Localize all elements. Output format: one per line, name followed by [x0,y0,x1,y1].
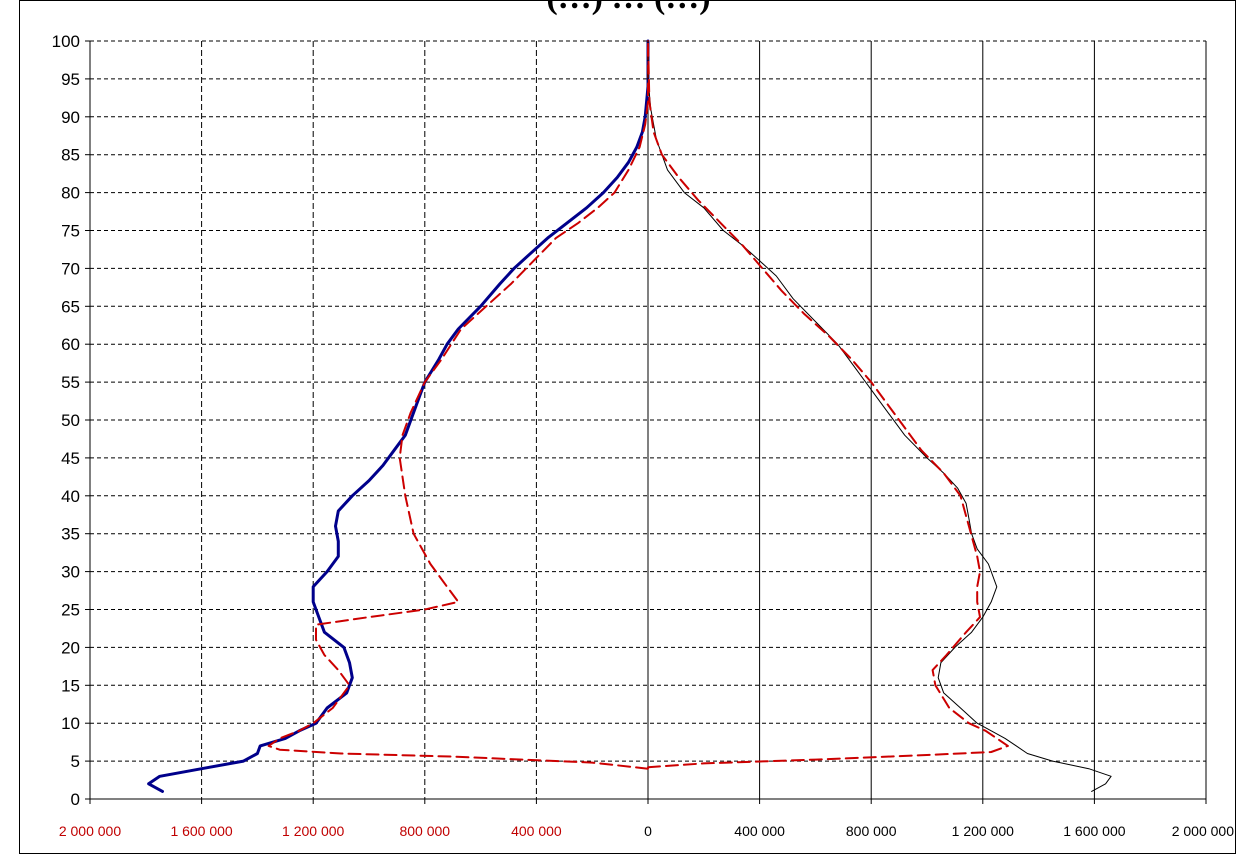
x-tick-label-6: 400 000 [734,823,785,839]
series-line-0 [147,39,650,793]
y-tick-label-20: 20 [61,638,80,657]
y-tick-label-30: 30 [61,563,80,582]
series-line-2 [647,40,1112,792]
y-tick-label-35: 35 [61,525,80,544]
y-tick-label-25: 25 [61,601,80,620]
y-tick-label-70: 70 [61,259,80,278]
x-tick-label-0: 2 000 000 [59,823,121,839]
y-tick-label-100: 100 [52,32,80,51]
y-tick-label-10: 10 [61,714,80,733]
y-tick-label-85: 85 [61,146,80,165]
page-title: (…) … (…) [20,1,1235,17]
y-tick-label-45: 45 [61,449,80,468]
tick-labels: 0 5 10 15 20 25 30 35 40 45 50 55 60 65 70 75 80 85 90 95 10… [52,32,1235,839]
y-tick-label-15: 15 [61,676,80,695]
axis-layer [85,40,1207,804]
y-tick-label-40: 40 [61,487,80,506]
x-tick-label-4: 400 000 [511,823,562,839]
y-tick-label-60: 60 [61,335,80,354]
x-tick-label-10: 2 000 000 [1172,823,1234,839]
series-layer [147,39,1112,793]
x-tick-label-3: 800 000 [399,823,450,839]
chart-frame: (…) … (…) 0 5 10 15 20 25 30 35 40 45 50 55 60 65 70 75… [19,0,1236,854]
x-tick-label-2: 1 200 000 [282,823,344,839]
y-tick-label-5: 5 [71,752,80,771]
grid-layer [90,40,1207,799]
y-tick-label-50: 50 [61,411,80,430]
x-tick-label-9: 1 600 000 [1063,823,1125,839]
series-line-1 [267,40,649,770]
y-tick-label-90: 90 [61,108,80,127]
y-tick-label-0: 0 [71,790,80,809]
y-tick-label-65: 65 [61,297,80,316]
y-tick-label-95: 95 [61,70,80,89]
series-line-3 [647,40,1009,769]
x-tick-label-1: 1 600 000 [170,823,232,839]
y-tick-label-55: 55 [61,373,80,392]
x-tick-label-7: 800 000 [846,823,897,839]
population-pyramid-chart: 0 5 10 15 20 25 30 35 40 45 50 55 60 65 70 75 80 85 90 95 10… [52,32,1235,839]
y-tick-label-80: 80 [61,184,80,203]
x-tick-label-5: 0 [644,823,652,839]
x-tick-label-8: 1 200 000 [952,823,1014,839]
y-tick-label-75: 75 [61,222,80,241]
